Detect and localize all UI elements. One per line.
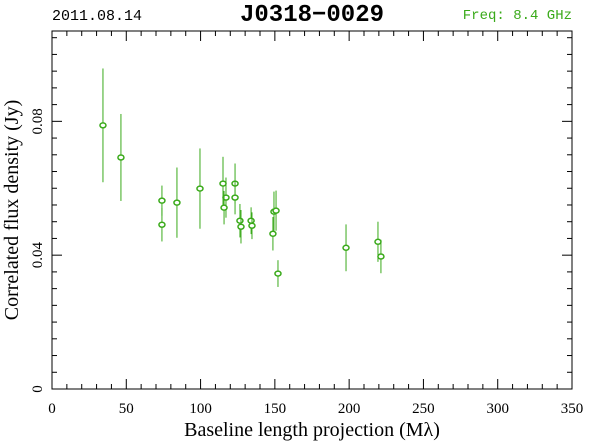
y-tick-label: 0: [30, 385, 46, 393]
frequency-label: Freq: 8.4 GHz: [463, 8, 572, 24]
data-point: [274, 270, 282, 277]
data-point: [236, 217, 244, 224]
data-point: [196, 185, 204, 192]
data-point: [117, 154, 125, 161]
data-point: [374, 238, 382, 246]
data-point: [219, 180, 227, 187]
x-tick-label: 150: [264, 401, 287, 417]
data-point: [342, 244, 350, 252]
data-point: [173, 199, 181, 206]
plot-frame: [51, 30, 573, 390]
data-point: [269, 230, 277, 238]
y-tick-label: 0.08: [30, 108, 46, 134]
y-tick-label: 0.04: [30, 242, 46, 269]
date-label: 2011.08.14: [52, 8, 142, 25]
data-point: [237, 223, 245, 230]
chart-title: J0318−0029: [240, 2, 384, 29]
x-tick-label: 200: [338, 401, 361, 417]
data-point: [247, 217, 255, 224]
x-axis-label: Baseline length projection (Mλ): [184, 419, 440, 441]
data-point: [272, 207, 280, 214]
data-point: [248, 222, 256, 229]
data-point: [99, 122, 107, 129]
x-tick-label: 250: [412, 401, 435, 417]
data-point: [158, 197, 166, 204]
data-point: [231, 194, 239, 201]
data-point: [158, 221, 166, 228]
x-tick-label: 350: [561, 401, 584, 417]
data-point: [220, 204, 228, 211]
x-tick-label: 100: [189, 401, 212, 417]
y-axis-label: Correlated flux density (Jy): [1, 100, 23, 321]
data-point: [377, 253, 385, 260]
x-tick-label: 0: [48, 401, 56, 417]
x-tick-label: 300: [486, 401, 509, 417]
x-tick-label: 50: [119, 401, 134, 417]
